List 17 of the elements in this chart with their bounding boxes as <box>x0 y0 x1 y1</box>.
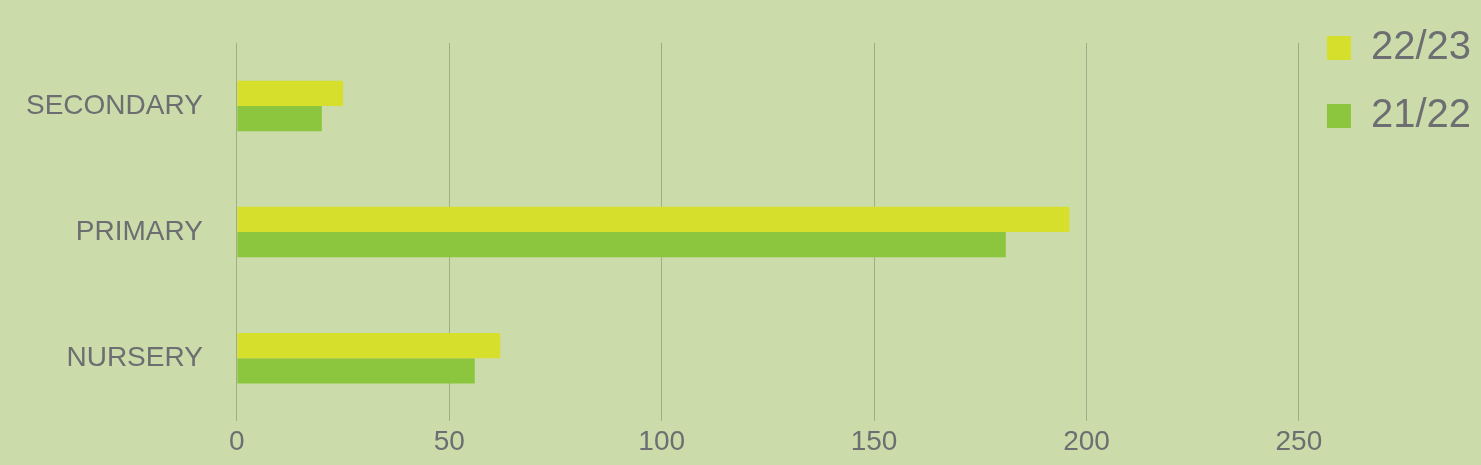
legend-label: 22/23 <box>1370 23 1472 68</box>
bar <box>237 232 1006 258</box>
y-tick-label: SECONDARY <box>26 88 204 120</box>
bar <box>237 206 1070 233</box>
x-tick-label: 200 <box>1063 424 1110 456</box>
x-tick-label: 150 <box>850 424 898 456</box>
bar <box>237 333 501 359</box>
x-tick-label: 100 <box>638 424 686 456</box>
x-tick-label: 50 <box>433 424 465 456</box>
bar <box>237 358 475 384</box>
bar <box>237 80 344 106</box>
legend-label: 21/22 <box>1370 91 1472 136</box>
y-tick-label: PRIMARY <box>75 214 204 246</box>
x-tick-label: 0 <box>229 424 245 456</box>
x-tick-label: 250 <box>1275 424 1323 456</box>
y-tick-label: NURSERY <box>66 341 204 373</box>
bar <box>237 105 322 132</box>
